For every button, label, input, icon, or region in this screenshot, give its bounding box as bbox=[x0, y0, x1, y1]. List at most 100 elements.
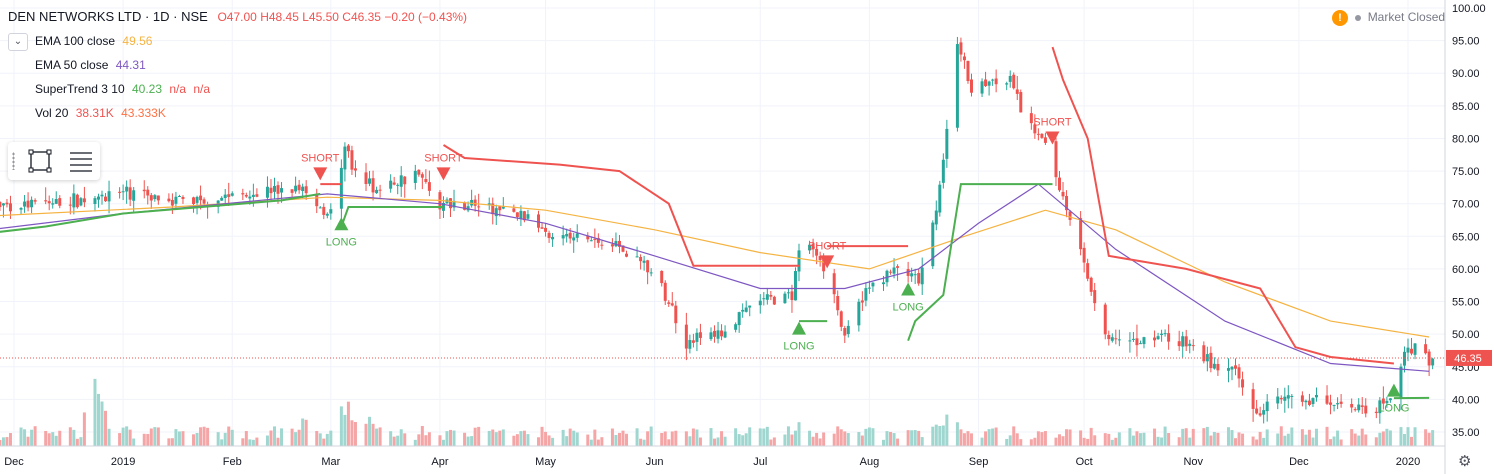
candle-body bbox=[1360, 405, 1364, 407]
volume-bar bbox=[1181, 428, 1185, 446]
candle-body bbox=[797, 250, 801, 272]
candle-body bbox=[195, 197, 199, 203]
candle-body bbox=[934, 210, 938, 225]
candle-body bbox=[339, 167, 343, 209]
volume-bar bbox=[515, 434, 519, 446]
volume-bar bbox=[945, 414, 949, 446]
volume-bar bbox=[463, 432, 467, 446]
volume-bar bbox=[26, 436, 30, 446]
candle-body bbox=[72, 193, 76, 208]
volume-bar bbox=[1086, 438, 1090, 446]
candle-body bbox=[1234, 365, 1238, 369]
volume-bar bbox=[1339, 439, 1343, 446]
volume-bar bbox=[610, 428, 614, 446]
volume-bar bbox=[748, 427, 752, 446]
volume-bar bbox=[786, 426, 790, 446]
candle-body bbox=[572, 237, 576, 241]
volume-bar bbox=[132, 438, 136, 446]
volume-bar bbox=[1089, 427, 1093, 446]
volume-bar bbox=[1286, 433, 1290, 446]
candle-body bbox=[44, 200, 48, 202]
candle-body bbox=[1251, 389, 1255, 409]
time-axis[interactable]: Dec 2019 Feb Mar Apr May Jun Jul Aug Sep Oct Nov Dec… bbox=[0, 445, 1445, 468]
candle-body bbox=[68, 204, 72, 206]
gear-icon[interactable]: ⚙ bbox=[1458, 453, 1472, 470]
chevron-down-icon[interactable]: ⌄ bbox=[8, 33, 28, 51]
volume-bar bbox=[836, 426, 840, 446]
supertrend-segment bbox=[340, 206, 444, 227]
volume-bar bbox=[1237, 432, 1241, 446]
x-tick-label: 2019 bbox=[111, 456, 135, 468]
candle-body bbox=[142, 189, 146, 192]
volume-bar bbox=[389, 431, 393, 446]
volume-bar bbox=[621, 430, 625, 446]
volume-bar bbox=[265, 435, 269, 446]
volume-bar bbox=[1329, 439, 1333, 446]
volume-bar bbox=[1399, 427, 1403, 446]
volume-bar bbox=[1114, 437, 1118, 446]
volume-bar bbox=[1065, 429, 1069, 446]
volume-bar bbox=[466, 436, 470, 446]
candle-body bbox=[30, 199, 34, 208]
volume-bar bbox=[477, 426, 481, 446]
x-tick-label: Sep bbox=[969, 456, 989, 468]
volume-bar bbox=[107, 428, 111, 446]
candle-body bbox=[449, 198, 453, 209]
price-axis[interactable]: 100.00 95.00 90.00 85.00 80.00 75.00 70.00 65.0… bbox=[1444, 0, 1492, 474]
rectangle-select-icon[interactable] bbox=[28, 149, 52, 173]
candle-body bbox=[132, 190, 136, 201]
status-dot-icon bbox=[1355, 14, 1362, 21]
candle-body bbox=[1300, 395, 1304, 402]
volume-bar bbox=[118, 433, 122, 446]
candle-body bbox=[537, 214, 541, 228]
drag-handle[interactable] bbox=[12, 152, 15, 170]
volume-bar bbox=[1314, 428, 1318, 446]
legend-ema100[interactable]: EMA 100 close 49.56 bbox=[35, 34, 153, 48]
volume-bar bbox=[994, 427, 998, 446]
candle-body bbox=[146, 189, 150, 196]
warning-icon[interactable]: ! bbox=[1332, 10, 1348, 26]
volume-bar bbox=[318, 433, 322, 446]
candle-body bbox=[1276, 396, 1280, 404]
volume-bar bbox=[1374, 437, 1378, 446]
candle-body bbox=[695, 332, 699, 342]
candle-body bbox=[734, 324, 738, 330]
volume-bar bbox=[82, 412, 86, 446]
symbol-title[interactable]: DEN NETWORKS LTD · 1D · NSE bbox=[8, 9, 208, 24]
volume-bar bbox=[1325, 426, 1329, 446]
volume-bar bbox=[470, 436, 474, 446]
candle-body bbox=[1307, 400, 1311, 405]
candle-body bbox=[350, 150, 354, 170]
candle-body bbox=[1265, 401, 1269, 412]
volume-bar bbox=[593, 429, 597, 446]
candle-body bbox=[202, 199, 206, 204]
candle-body bbox=[639, 257, 643, 262]
candle-body bbox=[107, 191, 111, 202]
candle-body bbox=[389, 180, 393, 189]
candle-body bbox=[836, 295, 840, 311]
candle-body bbox=[575, 233, 579, 238]
volume-bar bbox=[280, 428, 284, 446]
menu-lines-icon[interactable] bbox=[68, 149, 94, 173]
volume-bar bbox=[276, 437, 280, 446]
candle-body bbox=[713, 330, 717, 337]
candle-body bbox=[1410, 348, 1414, 354]
candle-body bbox=[96, 196, 100, 200]
candle-body bbox=[881, 282, 885, 285]
volume-bar bbox=[1226, 427, 1230, 446]
volume-bar bbox=[1424, 429, 1428, 446]
x-tick-label: Dec bbox=[1289, 456, 1309, 468]
legend-volume[interactable]: Vol 20 38.31K 43.333K bbox=[35, 106, 166, 120]
volume-bar bbox=[691, 428, 695, 446]
legend-supertrend[interactable]: SuperTrend 3 10 40.23 n/a n/a bbox=[35, 82, 211, 96]
legend-ema50[interactable]: EMA 50 close 44.31 bbox=[35, 58, 146, 72]
volume-bar bbox=[272, 426, 276, 446]
candle-body bbox=[593, 239, 597, 241]
volume-bar bbox=[1402, 434, 1406, 446]
candle-body bbox=[565, 233, 569, 237]
short-signal-marker bbox=[1045, 131, 1060, 145]
candle-body bbox=[1068, 211, 1072, 220]
candle-body bbox=[596, 238, 600, 243]
candle-body bbox=[670, 303, 674, 306]
